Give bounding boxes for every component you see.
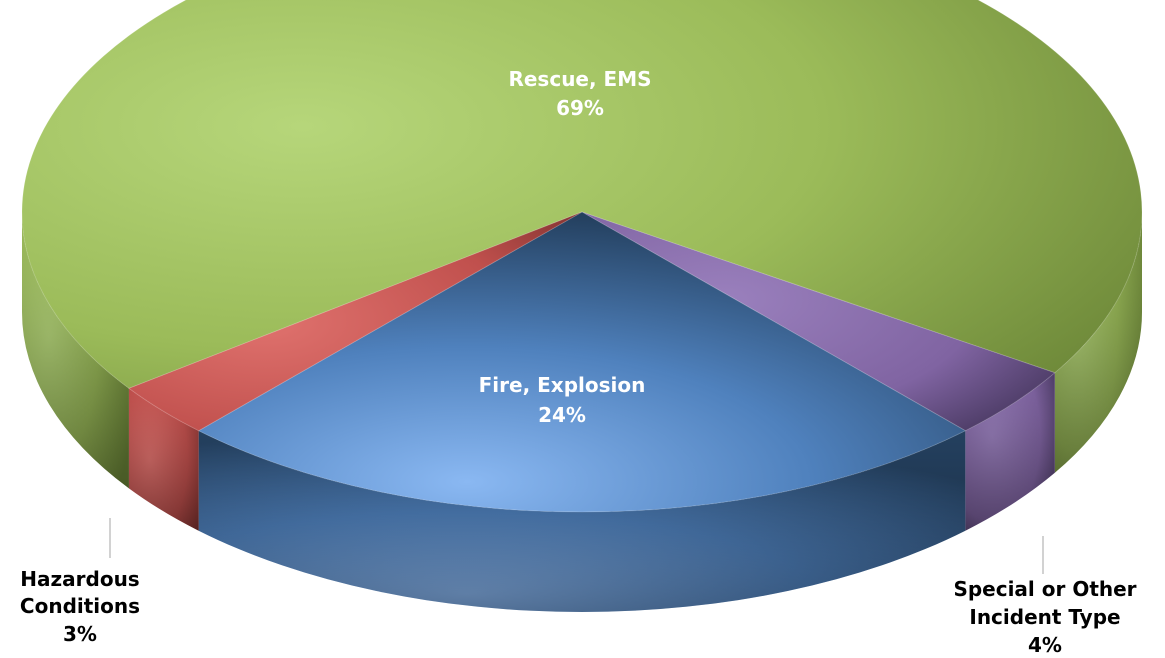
- slice-fire-explosion-side-shade: [198, 430, 966, 613]
- data-label-fire-explosion: Fire, Explosion 24%: [479, 373, 646, 427]
- slice-rescue-ems-side-shade: [1054, 212, 1142, 473]
- data-label-special-or-other-line1: Special or Other: [953, 577, 1136, 601]
- data-label-special-or-other-line2: Incident Type: [969, 605, 1120, 629]
- data-label-fire-explosion-percent: 24%: [538, 403, 586, 427]
- data-label-rescue-ems-percent: 69%: [556, 96, 604, 120]
- slice-rescue-ems-side-shade: [22, 212, 129, 489]
- slice-hazardous-conditions-side-shade: [128, 388, 199, 531]
- data-label-special-or-other-percent: 4%: [1028, 633, 1062, 657]
- data-label-hazardous-conditions: Hazardous Conditions 3%: [20, 567, 140, 646]
- data-label-rescue-ems: Rescue, EMS 69%: [508, 67, 651, 120]
- slice-hazardous-conditions: [127, 211, 583, 432]
- data-label-fire-explosion-name: Fire, Explosion: [479, 373, 646, 397]
- data-label-rescue-ems-name: Rescue, EMS: [508, 67, 651, 91]
- data-label-hazardous-conditions-line1: Hazardous: [20, 567, 139, 591]
- leader-lines: [109, 518, 1044, 574]
- data-label-hazardous-conditions-percent: 3%: [63, 622, 97, 646]
- slice-special-or-other: [581, 211, 1056, 432]
- slice-rescue-ems: [21, 0, 1143, 389]
- data-label-special-or-other: Special or Other Incident Type 4%: [953, 577, 1136, 657]
- slice-special-or-other-side-shade: [965, 372, 1055, 531]
- slice-fire-explosion: [197, 211, 967, 513]
- pie-slices: [21, 0, 1143, 613]
- data-label-hazardous-conditions-line2: Conditions: [20, 594, 140, 618]
